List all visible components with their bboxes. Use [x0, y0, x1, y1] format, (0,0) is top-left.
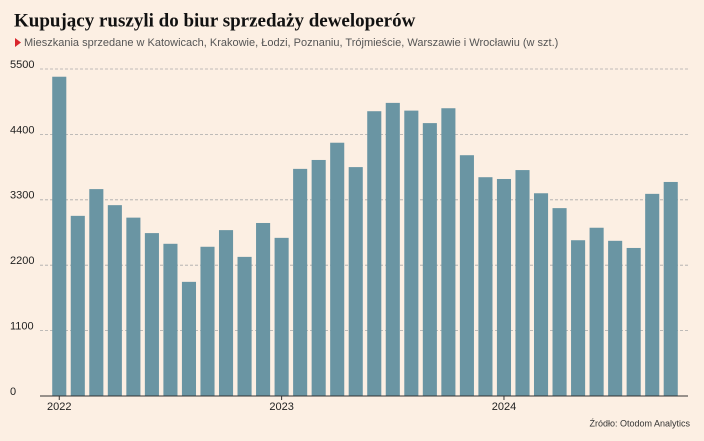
bar [237, 256, 252, 396]
y-tick-label: 0 [10, 386, 16, 398]
bar [626, 247, 641, 396]
y-tick-label: 2200 [10, 255, 34, 267]
y-tick-label: 4400 [10, 124, 34, 136]
bar [589, 227, 604, 396]
x-tick-label: 2022 [47, 401, 71, 413]
bar [144, 233, 159, 396]
bar [52, 76, 67, 396]
bar [311, 159, 326, 396]
x-tick-label: 2023 [269, 401, 293, 413]
bar [367, 111, 382, 396]
bar [293, 168, 308, 396]
chart-title: Kupujący ruszyli do biur sprzedaży dewel… [14, 10, 416, 31]
bar [533, 193, 549, 396]
bar [496, 178, 512, 396]
bar [515, 170, 530, 396]
bar [330, 142, 345, 396]
subtitle-marker [15, 38, 21, 47]
bar [571, 240, 586, 396]
bar [441, 108, 456, 397]
bar [552, 208, 567, 396]
chart-subtitle: Mieszkania sprzedane w Katowicach, Krako… [24, 37, 558, 49]
bar [107, 205, 122, 396]
bar [348, 167, 363, 396]
bar [645, 193, 660, 396]
source: Źródło: Otodom Analytics [589, 418, 690, 428]
bar [200, 246, 215, 396]
bar [478, 177, 493, 396]
bar [274, 237, 289, 396]
bar [256, 222, 271, 396]
bar [404, 110, 419, 397]
bar [89, 189, 104, 396]
bar [608, 240, 623, 396]
bar [70, 215, 85, 396]
y-tick-label: 3300 [10, 190, 34, 202]
x-tick-label: 2024 [492, 401, 516, 413]
bar [218, 230, 234, 396]
y-tick-label: 5500 [10, 59, 34, 71]
bar [126, 217, 141, 396]
bar [385, 102, 400, 396]
bar [181, 281, 197, 396]
y-tick-label: 1100 [10, 321, 34, 333]
bar [459, 155, 474, 396]
bar [163, 243, 178, 396]
bar [663, 181, 678, 396]
bar [422, 123, 437, 396]
